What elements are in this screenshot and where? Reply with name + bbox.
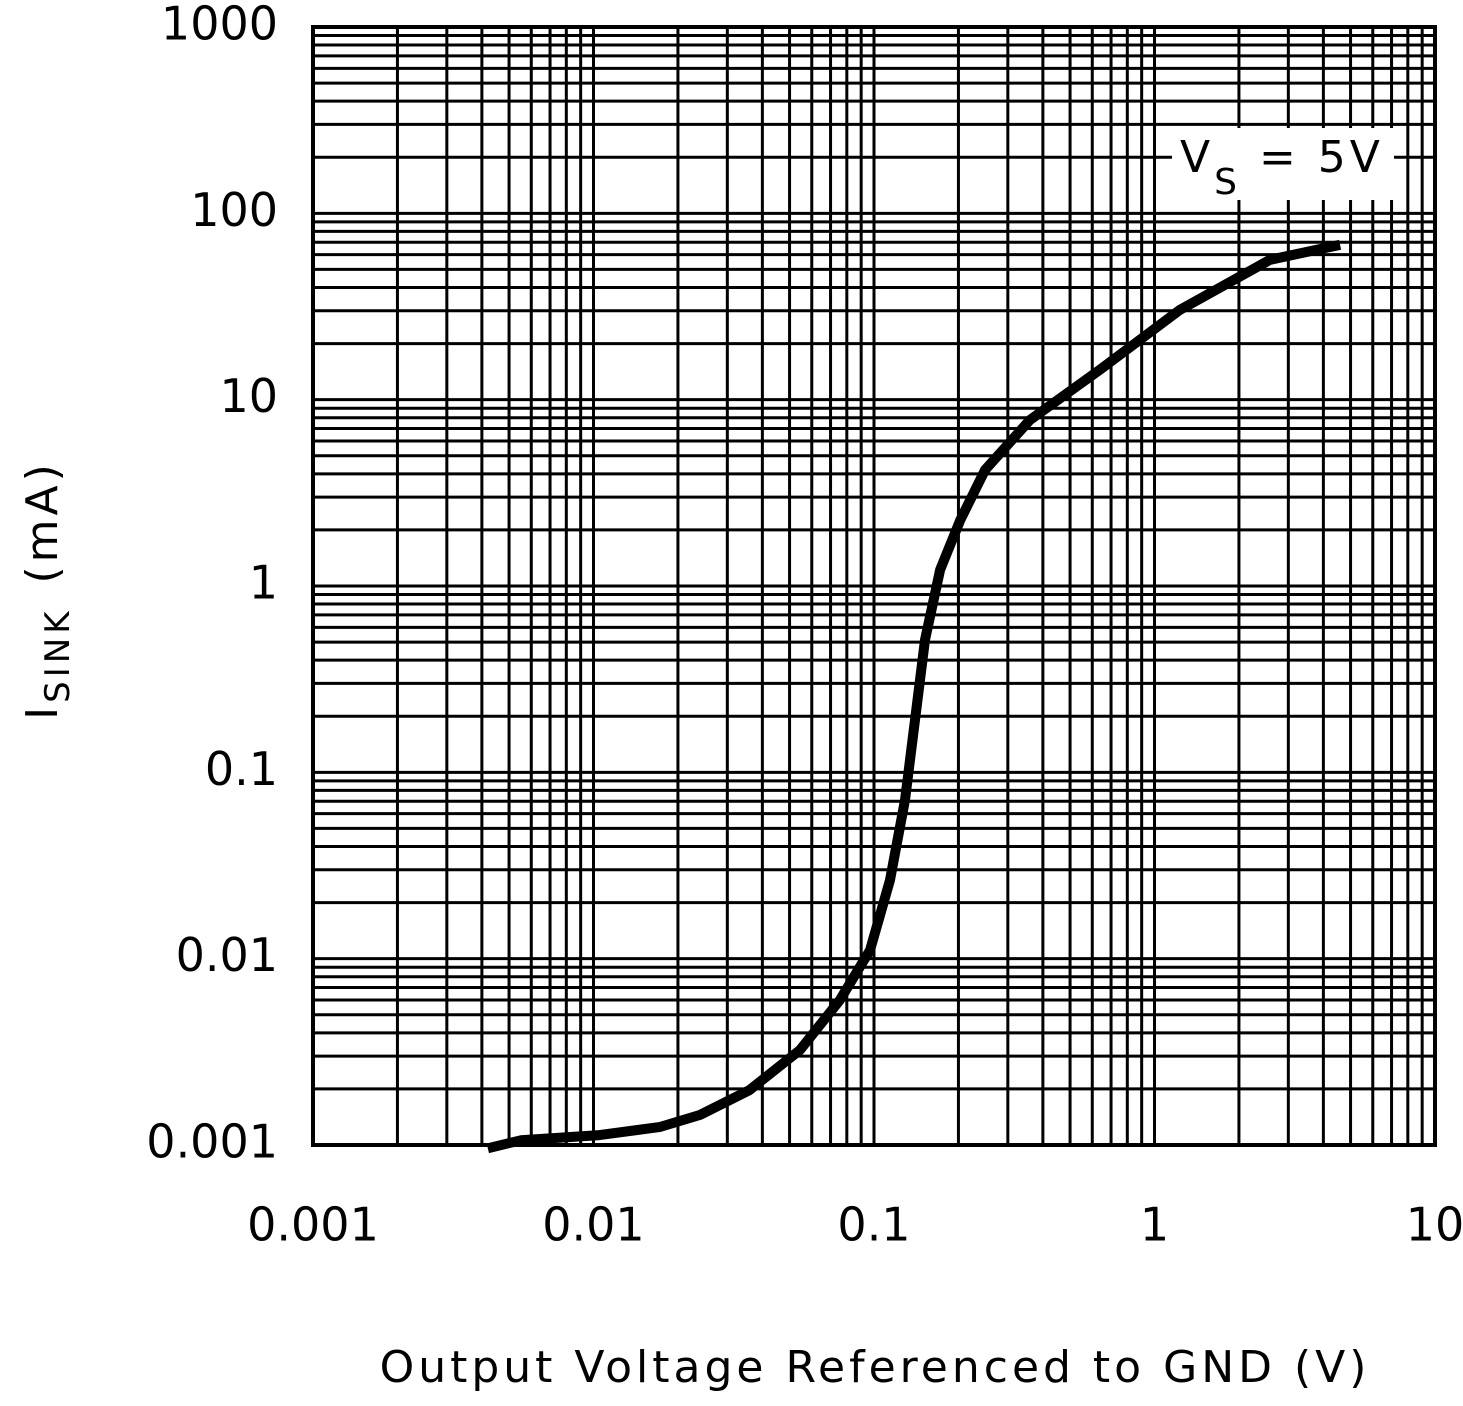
y-tick-label: 0.1 <box>205 742 278 796</box>
y-axis-title-sub: SINK <box>38 607 78 702</box>
y-tick-label: 1000 <box>161 0 278 51</box>
annotation-bg <box>1172 128 1394 200</box>
y-axis-title-unit: (mA) <box>17 460 68 583</box>
x-tick-label: 10 <box>1406 1198 1463 1252</box>
annotation: VS = 5V <box>1180 132 1384 203</box>
annotation-main: V <box>1180 132 1214 183</box>
x-tick-label: 0.1 <box>837 1198 910 1252</box>
y-tick-label: 10 <box>219 369 278 423</box>
y-tick-label: 1 <box>249 556 278 610</box>
y-tick-label: 0.01 <box>176 928 278 982</box>
y-tick-label: 0.001 <box>146 1115 278 1169</box>
annotation-rest: = 5V <box>1241 132 1384 183</box>
y-tick-label: 100 <box>190 183 278 237</box>
x-tick-label: 0.01 <box>542 1198 644 1252</box>
y-axis-title-main: I <box>17 703 68 720</box>
x-tick-label: 1 <box>1140 1198 1169 1252</box>
annotation-sub: S <box>1214 162 1241 203</box>
x-tick-label: 0.001 <box>247 1198 379 1252</box>
data-line <box>486 239 1342 1154</box>
x-axis-title: Output Voltage Referenced to GND (V) <box>380 1342 1371 1393</box>
plot-border <box>311 25 1437 1147</box>
y-axis-title: ISINK (mA) <box>17 460 78 720</box>
